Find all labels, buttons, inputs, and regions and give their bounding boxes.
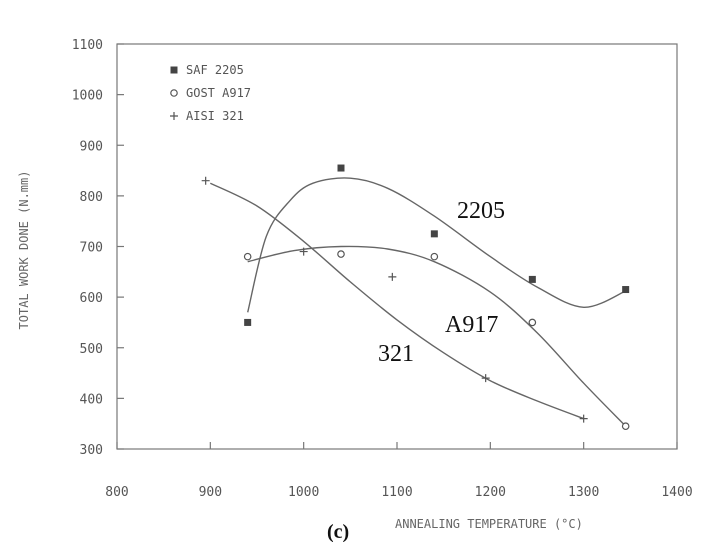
data-point-gost-a917	[337, 250, 345, 258]
data-point-gost-a917	[243, 252, 252, 261]
legend-label-gost-a917: GOST A917	[186, 86, 251, 100]
annotation-gost-a917: A917	[445, 312, 498, 338]
x-tick-label: 900	[199, 485, 222, 500]
data-point-aisi-321	[388, 272, 397, 281]
fit-curve-saf-2205	[247, 177, 626, 313]
data-points	[201, 164, 630, 431]
data-point-saf-2205	[244, 318, 252, 326]
legend: SAF 2205 GOST A917 AISI 321	[170, 63, 251, 123]
data-point-saf-2205	[430, 230, 438, 238]
y-tick-label: 900	[80, 139, 103, 154]
data-point-gost-a917	[621, 422, 630, 431]
x-tick-label: 1400	[661, 485, 692, 500]
y-axis-label: TOTAL WORK DONE (N.mm)	[17, 171, 31, 330]
data-point-gost-a917	[430, 252, 439, 261]
data-point-aisi-321	[481, 374, 490, 383]
y-tick-label: 400	[80, 392, 103, 407]
y-tick-label: 600	[80, 291, 103, 306]
data-point-aisi-321	[299, 247, 308, 256]
data-point-saf-2205	[622, 286, 630, 294]
legend-marker-saf-2205	[170, 66, 178, 74]
data-point-aisi-321	[579, 414, 588, 423]
y-tick-label: 300	[80, 443, 103, 458]
fit-curve-gost-a917	[247, 245, 627, 427]
x-tick-label: 1200	[475, 485, 506, 500]
x-tick-label: 800	[105, 485, 128, 500]
legend-label-aisi-321: AISI 321	[186, 109, 244, 123]
x-axis-label: ANNEALING TEMPERATURE (°C)	[395, 517, 583, 531]
y-tick-label: 1100	[72, 38, 103, 53]
y-tick-label: 1000	[72, 89, 103, 104]
data-point-saf-2205	[337, 164, 345, 172]
curve-annotations: 2205 A917 321	[378, 198, 505, 367]
legend-label-saf-2205: SAF 2205	[186, 63, 244, 77]
plot-frame	[116, 43, 678, 450]
x-axis: 800 900 1000 1100 1200 1300 1400	[105, 442, 693, 500]
y-tick-label: 500	[80, 342, 103, 357]
x-tick-label: 1300	[568, 485, 599, 500]
panel-label: (c)	[327, 521, 349, 542]
data-point-aisi-321	[201, 176, 210, 185]
data-point-gost-a917	[528, 318, 537, 327]
legend-marker-aisi-321	[170, 112, 178, 120]
annotation-saf-2205: 2205	[457, 198, 505, 224]
y-tick-label: 800	[80, 190, 103, 205]
legend-marker-gost-a917	[170, 89, 178, 97]
data-point-saf-2205	[528, 275, 536, 283]
annotation-aisi-321: 321	[378, 341, 414, 367]
y-axis: 300 400 500 600 700 800 900 1000 1100	[72, 38, 124, 458]
fit-curves	[209, 177, 627, 427]
fit-curve-aisi-321	[209, 182, 584, 420]
y-tick-label: 700	[80, 241, 103, 256]
x-tick-label: 1000	[288, 485, 319, 500]
x-tick-label: 1100	[381, 485, 412, 500]
